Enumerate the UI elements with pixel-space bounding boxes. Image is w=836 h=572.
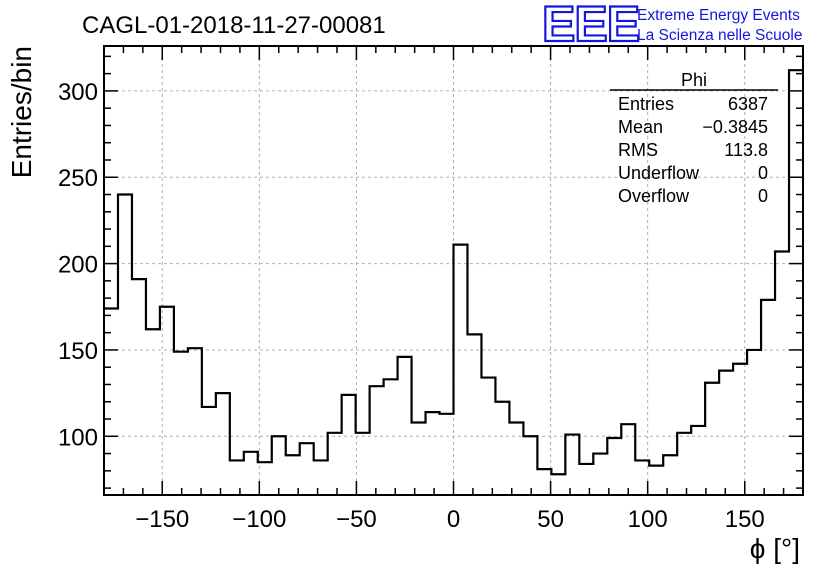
y-tick-label: 250 [58, 165, 98, 192]
histogram-bin [370, 386, 384, 495]
histogram-bin [719, 371, 733, 495]
histogram-bin [509, 422, 523, 495]
histogram-bin [565, 435, 579, 495]
stats-row-rms: RMS 113.8 [618, 140, 768, 160]
eee-logo-mark: EEE [542, 0, 639, 52]
histogram-bin [202, 407, 216, 495]
histogram-bin [705, 383, 719, 495]
x-tick-label: −50 [336, 506, 377, 533]
histogram-bins [104, 70, 803, 495]
histogram-bin [523, 436, 537, 495]
stats-row-mean: Mean −0.3845 [618, 117, 768, 137]
x-tick-label: −100 [232, 506, 286, 533]
logo-line-1: Extreme Energy Events [637, 7, 800, 24]
histogram-bin [356, 433, 370, 495]
stats-box-title: Phi [681, 70, 707, 90]
histogram-bin [132, 279, 146, 495]
logo-line-2: La Scienza nelle Scuole [637, 27, 802, 44]
histogram-bin [314, 460, 328, 495]
y-tick-label: 150 [58, 338, 98, 365]
x-axis-title: ϕ [°] [750, 533, 800, 564]
histogram-bin [188, 348, 202, 495]
histogram-bin [747, 350, 761, 495]
stats-row-entries: Entries 6387 [618, 94, 768, 114]
stats-label: Mean [618, 117, 663, 137]
chart-title: CAGL-01-2018-11-27-00081 [82, 12, 386, 39]
stats-label: RMS [618, 140, 658, 160]
histogram-bin [174, 352, 188, 495]
histogram-bin [412, 422, 426, 495]
x-tick-label: 0 [447, 506, 460, 533]
histogram-bin [230, 460, 244, 495]
y-tick-label: 100 [58, 424, 98, 451]
histogram-bin [342, 395, 356, 495]
x-tick-label: 50 [537, 506, 564, 533]
stats-label: Overflow [618, 186, 690, 206]
histogram-bin [328, 433, 342, 495]
histogram-bin [384, 379, 398, 495]
x-tick-label: 100 [628, 506, 668, 533]
histogram-bin [649, 466, 663, 495]
histogram-bin [146, 329, 160, 495]
stats-label: Entries [618, 94, 674, 114]
histogram-bin [761, 300, 775, 495]
histogram-bin [454, 245, 468, 495]
histogram-bin [691, 426, 705, 495]
histogram-bin [621, 424, 635, 495]
histogram-bin [537, 469, 551, 495]
stats-label: Underflow [618, 163, 700, 183]
histogram-bin [398, 357, 412, 495]
y-tick-label: 300 [58, 79, 98, 106]
x-tick-label: 150 [725, 506, 765, 533]
stats-value: −0.3845 [702, 117, 768, 137]
histogram-bin [775, 252, 789, 495]
histogram-bin [495, 402, 509, 495]
x-tick-label: −150 [135, 506, 189, 533]
stats-value: 0 [758, 186, 768, 206]
histogram-bin [481, 378, 495, 495]
x-tick-labels: −150 −100 −50 0 50 100 150 [135, 506, 765, 533]
y-axis-title: Entries/bin [6, 46, 37, 178]
histogram-bin [677, 433, 691, 495]
histogram-bin [733, 364, 747, 495]
histogram-bin [467, 334, 481, 495]
stats-row-underflow: Underflow 0 [618, 163, 768, 183]
histogram-bin [118, 195, 132, 495]
histogram-bin [244, 452, 258, 495]
histogram-bin [593, 454, 607, 495]
eee-logo: EEE Extreme Energy Events La Scienza nel… [541, 0, 803, 53]
histogram-bin [789, 70, 803, 495]
stats-row-overflow: Overflow 0 [618, 186, 768, 206]
y-tick-labels: 100 150 200 250 300 [58, 79, 98, 451]
histogram-bin [663, 455, 677, 495]
histogram-bin [426, 412, 440, 495]
histogram-series [104, 69, 803, 476]
histogram-bin [440, 414, 454, 495]
histogram-bin [160, 307, 174, 495]
histogram-bin [579, 464, 593, 495]
histogram-bin [216, 393, 230, 495]
stats-value: 6387 [728, 94, 768, 114]
histogram-bin [607, 438, 621, 495]
y-tick-label: 200 [58, 252, 98, 279]
histogram-bin [300, 443, 314, 495]
histogram-bin [551, 474, 565, 495]
stats-value: 113.8 [724, 140, 768, 160]
histogram-bin [272, 436, 286, 495]
stats-box: Phi Entries 6387 Mean −0.3845 RMS 113.8 … [610, 70, 778, 206]
axis-ticks [103, 46, 804, 495]
stats-value: 0 [758, 163, 768, 183]
